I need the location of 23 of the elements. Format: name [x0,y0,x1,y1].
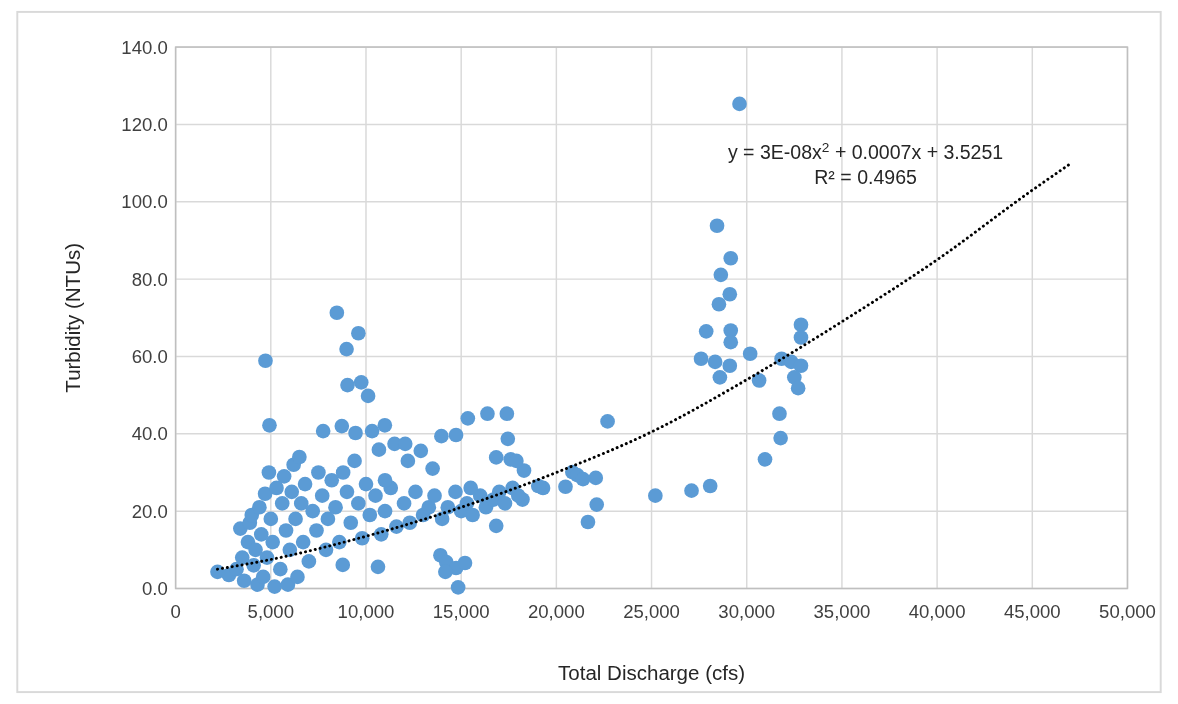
x-axis-title: Total Discharge (cfs) [558,661,746,685]
y-tick-label: 0.0 [142,578,168,599]
y-tick-label: 80.0 [131,268,168,290]
x-tick-label: 15,000 [432,600,490,622]
y-tick-label: 140.0 [121,36,168,58]
x-tick-label: 35,000 [813,600,871,622]
x-tick-label: 10,000 [337,600,395,622]
x-tick-label: 25,000 [623,600,680,622]
x-tick-label: 0 [170,600,181,622]
annotation: R² = 0.4965 [814,165,918,188]
x-tick-label: 5,000 [247,600,295,622]
annotation: y = 3E-08x$^{2}$ + 0.0007x + 3.5251 [727,139,1004,163]
y-tick-label: 120.0 [121,113,168,135]
x-tick-label: 20,000 [527,600,585,622]
y-axis-title: Turbidity (NTUs) [60,242,84,393]
y-tick-label: 100.0 [121,191,168,213]
x-tick-label: 50,000 [1099,600,1156,622]
x-tick-label: 40,000 [908,600,966,622]
x-tick-label: 45,000 [1003,600,1061,622]
y-tick-label: 20.0 [131,500,168,522]
y-tick-label: 40.0 [131,423,168,445]
y-tick-label: 60.0 [131,345,168,367]
x-tick-label: 30,000 [718,600,776,622]
